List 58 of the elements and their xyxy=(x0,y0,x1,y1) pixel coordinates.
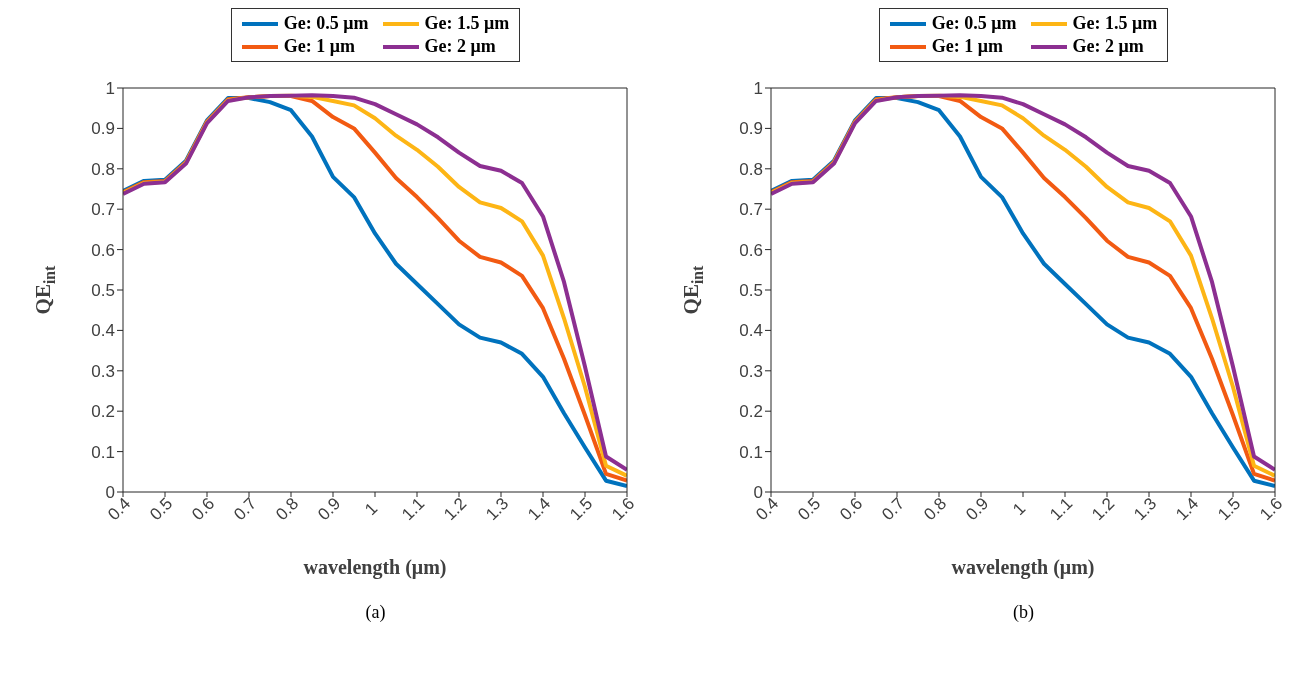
y-tick-label: 0.3 xyxy=(91,361,115,381)
text: (b) xyxy=(1012,602,1035,623)
text: (a) xyxy=(364,602,387,623)
y-tick-label: 0.2 xyxy=(91,402,115,422)
legend-label: Ge: 1 μm xyxy=(931,36,1003,57)
legend-label: Ge: 1.5 μm xyxy=(424,13,510,34)
x-tick-label: 0.5 xyxy=(146,494,177,525)
x-tick-label: 0.9 xyxy=(962,494,993,525)
y-tick-label: 0.9 xyxy=(91,119,115,139)
y-tick-label: 1 xyxy=(753,79,763,99)
x-tick-label: 1.6 xyxy=(608,494,639,525)
x-tick-label: 1.2 xyxy=(440,494,471,525)
x-tick-label: 0.6 xyxy=(188,494,219,525)
y-tick-label: 0.7 xyxy=(91,200,115,220)
legend-label: Ge: 0.5 μm xyxy=(283,13,369,34)
y-tick-label: 1 xyxy=(105,79,115,99)
x-tick-label: 1.5 xyxy=(566,494,597,525)
y-tick-label: 0.8 xyxy=(739,159,763,179)
y-tick-label: 0.4 xyxy=(91,321,115,341)
x-tick-label: 1.2 xyxy=(1088,494,1119,525)
y-tick-label: 0.9 xyxy=(739,119,763,139)
y-tick-label: 0.4 xyxy=(739,321,763,341)
x-tick-label: 1.4 xyxy=(524,494,555,525)
y-tick-label: 0.1 xyxy=(739,442,763,462)
y-tick-label: 0.8 xyxy=(91,159,115,179)
x-tick-label: 1.3 xyxy=(1130,494,1161,525)
x-tick-label: 1 xyxy=(361,499,382,520)
x-axis-title: wavelength (μm) xyxy=(951,556,1095,579)
x-tick-label: 1.1 xyxy=(398,494,429,525)
x-tick-label: 1.4 xyxy=(1172,494,1203,525)
y-tick-label: 0.6 xyxy=(739,240,763,260)
y-tick-label: 0.2 xyxy=(739,402,763,422)
y-tick-label: 0.5 xyxy=(739,281,763,301)
legend-label: Ge: 1.5 μm xyxy=(1072,13,1158,34)
y-tick-label: 0 xyxy=(753,483,763,503)
x-tick-label: 0.8 xyxy=(272,494,303,525)
x-tick-label: 1.6 xyxy=(1256,494,1287,525)
x-tick-label: 0.7 xyxy=(230,494,261,525)
x-tick-label: 0.8 xyxy=(920,494,951,525)
y-tick-label: 0.1 xyxy=(91,442,115,462)
y-tick-label: 0.6 xyxy=(91,240,115,260)
x-tick-label: 1.3 xyxy=(482,494,513,525)
y-tick-label: 0.7 xyxy=(739,200,763,220)
x-tick-label: 1.5 xyxy=(1214,494,1245,525)
x-axis-title: wavelength (μm) xyxy=(303,556,447,579)
legend-label: Ge: 1 μm xyxy=(283,36,355,57)
legend-label: Ge: 2 μm xyxy=(424,36,496,57)
x-tick-label: 0.9 xyxy=(314,494,345,525)
x-tick-label: 0.6 xyxy=(836,494,867,525)
y-tick-label: 0.5 xyxy=(91,281,115,301)
x-tick-label: 1.1 xyxy=(1046,494,1077,525)
legend-label: Ge: 0.5 μm xyxy=(931,13,1017,34)
y-tick-label: 0.3 xyxy=(739,361,763,381)
x-tick-label: 1 xyxy=(1009,499,1030,520)
x-tick-label: 0.5 xyxy=(794,494,825,525)
y-tick-label: 0 xyxy=(105,483,115,503)
legend-label: Ge: 2 μm xyxy=(1072,36,1144,57)
x-tick-label: 0.7 xyxy=(878,494,909,525)
